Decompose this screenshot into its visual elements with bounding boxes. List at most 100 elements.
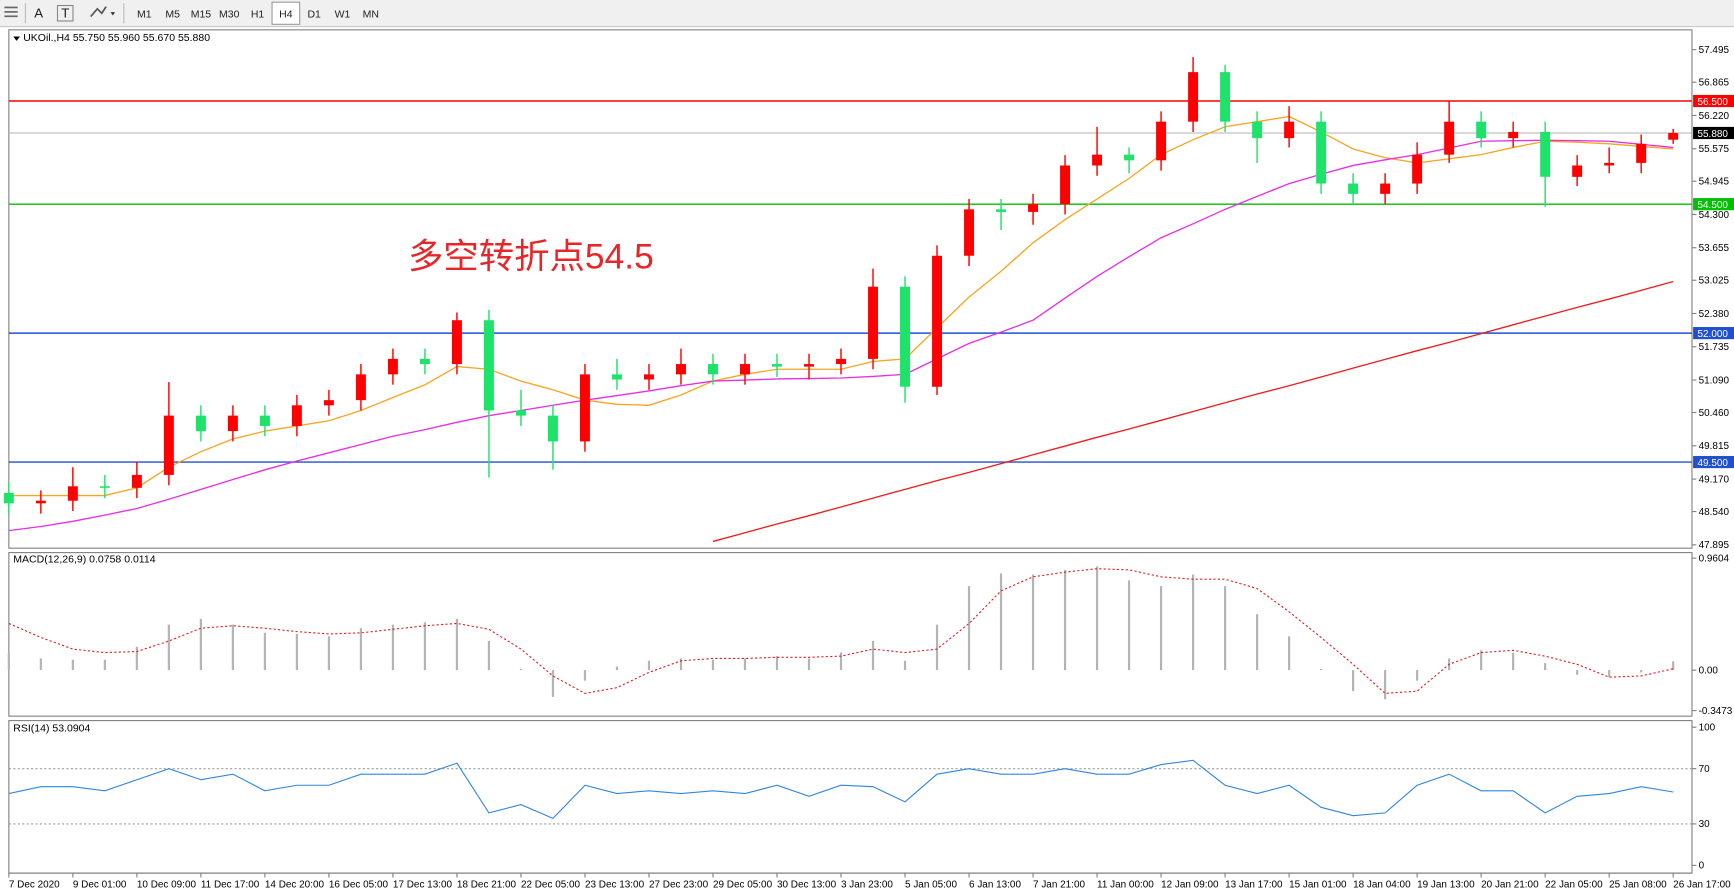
candle-body — [900, 286, 911, 387]
tool-button[interactable]: T — [61, 6, 69, 21]
y-tick-label: 70 — [1699, 764, 1711, 775]
level-label-box — [1693, 455, 1734, 469]
last-price-box — [1693, 126, 1734, 140]
candle-body — [451, 320, 462, 365]
timeframe-button[interactable]: MN — [363, 9, 379, 21]
y-tick-label: 0 — [1699, 861, 1705, 872]
candle-body — [643, 374, 654, 380]
candle-body — [1604, 162, 1615, 166]
x-tick-label: 22 Jan 05:00 — [1545, 879, 1603, 890]
y-tick-label: 54.300 — [1699, 210, 1730, 221]
y-tick-label: 0.9604 — [1699, 553, 1730, 564]
x-tick-label: 29 Dec 05:00 — [713, 879, 773, 890]
timeframe-button[interactable]: H1 — [251, 9, 265, 21]
candle-body — [1444, 121, 1455, 155]
candle-body — [740, 364, 750, 375]
y-tick-label: 53.025 — [1699, 276, 1730, 287]
candle-body — [868, 286, 878, 359]
tool-button[interactable]: A — [34, 6, 43, 21]
x-tick-label: 3 Jan 23:00 — [841, 879, 893, 890]
x-tick-label: 12 Jan 09:00 — [1161, 879, 1219, 890]
pane-border — [8, 552, 1693, 717]
level-label-box — [1693, 94, 1734, 108]
timeframe-button[interactable]: M1 — [137, 9, 152, 21]
candle-body — [323, 400, 334, 406]
collapse-arrow[interactable] — [13, 36, 20, 41]
candle-body — [1284, 121, 1295, 139]
x-tick-label: 25 Jan 08:00 — [1609, 879, 1667, 890]
candle-body — [579, 374, 590, 442]
level-label: 54.500 — [1698, 200, 1729, 211]
y-tick-label: 49.815 — [1699, 441, 1730, 452]
moving-average — [8, 139, 1674, 532]
candle-body — [772, 364, 782, 367]
candle-body — [1636, 143, 1647, 163]
level-label: 52.000 — [1698, 329, 1729, 340]
x-tick-label: 11 Dec 17:00 — [201, 879, 260, 890]
x-tick-label: 23 Dec 13:00 — [585, 879, 645, 890]
x-tick-label: 18 Jan 04:00 — [1353, 879, 1411, 890]
moving-average — [712, 280, 1674, 543]
main-pane — [8, 29, 1693, 549]
candle-body — [804, 364, 814, 367]
timeframe-button[interactable]: M5 — [165, 9, 180, 21]
y-tick-label: 57.495 — [1699, 45, 1730, 56]
candle-body — [932, 255, 943, 387]
candle-body — [355, 374, 366, 401]
x-tick-label: 13 Jan 17:00 — [1225, 879, 1283, 890]
candle-body — [547, 415, 558, 442]
annotation: 多空转折点54.5 — [408, 238, 654, 277]
x-tick-label: 18 Dec 21:00 — [457, 879, 517, 890]
y-tick-label: 30 — [1699, 819, 1711, 830]
timeframe-button[interactable]: M15 — [191, 9, 212, 21]
candle-body — [387, 358, 398, 375]
y-tick-label: 53.655 — [1699, 243, 1730, 254]
pane-border — [8, 29, 1693, 549]
last-price-label: 55.880 — [1698, 129, 1729, 140]
macd-pane — [8, 552, 1693, 717]
candle-body — [1220, 72, 1231, 122]
candle-body — [1348, 183, 1359, 194]
text-tool-box — [56, 4, 74, 22]
candle-body — [131, 474, 142, 488]
candle-body — [1252, 121, 1263, 139]
active-timeframe — [271, 1, 301, 25]
x-tick-label: 10 Dec 09:00 — [137, 879, 197, 890]
candle-body — [1380, 183, 1391, 194]
candle-body — [1124, 154, 1135, 161]
x-tick-label: 5 Jan 05:00 — [905, 879, 957, 890]
candle-body — [1668, 132, 1679, 140]
y-tick-label: 0.00 — [1699, 665, 1719, 676]
y-tick-label: 56.865 — [1699, 78, 1730, 89]
candle-body — [1540, 131, 1551, 177]
timeframe-button[interactable]: W1 — [335, 9, 351, 21]
x-tick-label: 30 Dec 13:00 — [777, 879, 837, 890]
timeframe-button[interactable]: D1 — [307, 9, 321, 21]
candle-body — [1476, 121, 1487, 139]
candle-body — [99, 486, 110, 488]
y-tick-label: 51.735 — [1699, 342, 1730, 353]
candle-body — [1060, 165, 1071, 205]
x-tick-label: 7 Dec 2020 — [9, 879, 60, 890]
candle-body — [708, 364, 718, 375]
candle-body — [611, 374, 622, 380]
level-label-box — [1693, 198, 1734, 211]
x-tick-label: 20 Jan 21:00 — [1481, 879, 1539, 890]
rsi-line — [8, 759, 1674, 820]
menu-icon[interactable] — [4, 6, 18, 18]
y-tick-label: -0.3473 — [1699, 706, 1733, 717]
x-tick-label: 17 Dec 13:00 — [393, 879, 453, 890]
toolbar: A T M1 M5 M15 M30 H1 H4 D1 W1 MN — [0, 0, 1734, 28]
y-tick-label: 100 — [1699, 723, 1716, 734]
candle-body — [291, 405, 302, 426]
shapes-tool[interactable] — [90, 6, 116, 18]
y-tick-label: 52.380 — [1699, 309, 1730, 320]
candle-body — [1156, 121, 1167, 161]
candle-body — [1188, 72, 1199, 122]
x-tick-label: 27 Dec 23:00 — [649, 879, 709, 890]
timeframe-button[interactable]: M30 — [219, 9, 240, 21]
candle-body — [163, 415, 174, 475]
timeframe-button[interactable]: H4 — [279, 9, 293, 21]
